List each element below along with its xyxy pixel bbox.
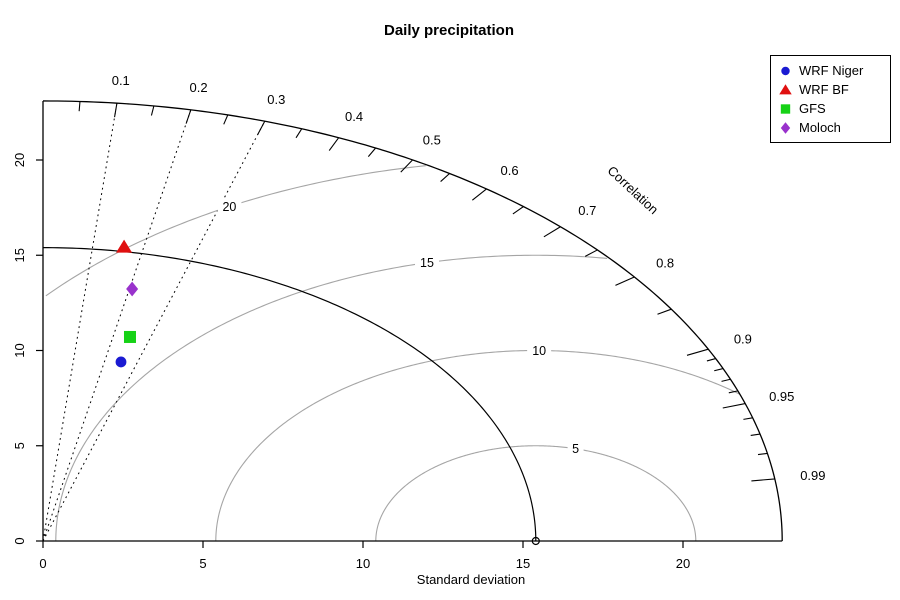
legend-marker-square-icon <box>778 101 793 116</box>
svg-text:5: 5 <box>12 442 27 449</box>
correlation-tick-labels: 0.1 0.2 0.3 0.4 0.5 0.6 0.7 0.8 0.9 0.95 0.99 <box>112 73 826 483</box>
y-axis: 0 5 10 15 20 <box>12 100 44 545</box>
legend: WRF Niger WRF BF GFS Moloch <box>770 55 891 143</box>
svg-text:5: 5 <box>572 442 579 456</box>
svg-text:20: 20 <box>222 200 236 214</box>
svg-text:0.4: 0.4 <box>345 109 363 124</box>
x-axis-title: Standard deviation <box>416 572 526 587</box>
svg-text:0: 0 <box>12 537 27 544</box>
svg-text:0.2: 0.2 <box>189 80 207 95</box>
data-point-moloch <box>126 281 139 297</box>
svg-text:0.95: 0.95 <box>769 389 794 404</box>
legend-item: WRF BF <box>775 80 886 99</box>
svg-text:0.5: 0.5 <box>423 133 441 148</box>
rms-arc-labels: 5 10 15 20 <box>217 198 584 457</box>
svg-text:10: 10 <box>532 344 546 358</box>
svg-text:15: 15 <box>420 256 434 270</box>
x-axis: 0 5 10 15 20 <box>39 540 783 571</box>
svg-text:0.9: 0.9 <box>734 332 752 347</box>
svg-text:10: 10 <box>356 556 370 571</box>
legend-item: Moloch <box>775 118 886 137</box>
legend-marker-circle-icon <box>778 63 793 78</box>
reference-arc <box>42 247 540 546</box>
legend-item-label: Moloch <box>799 120 841 135</box>
legend-item-label: WRF BF <box>799 82 849 97</box>
svg-text:15: 15 <box>516 556 530 571</box>
svg-text:0.7: 0.7 <box>578 203 596 218</box>
data-point-gfs <box>123 330 136 343</box>
svg-text:0.3: 0.3 <box>267 92 285 107</box>
svg-text:20: 20 <box>676 556 690 571</box>
data-point-wrf-niger <box>115 356 127 368</box>
legend-item-label: WRF Niger <box>799 63 864 78</box>
svg-text:0.6: 0.6 <box>501 163 519 178</box>
legend-marker-diamond-icon <box>778 120 793 135</box>
outer-arc <box>42 100 783 542</box>
legend-item: WRF Niger <box>775 61 886 80</box>
svg-text:5: 5 <box>199 556 206 571</box>
correlation-rays <box>42 103 266 542</box>
svg-text:0.8: 0.8 <box>656 256 674 271</box>
legend-marker-triangle-icon <box>778 82 793 97</box>
svg-text:0.99: 0.99 <box>800 468 825 483</box>
rms-arcs <box>45 165 741 542</box>
svg-text:20: 20 <box>12 153 27 167</box>
svg-text:10: 10 <box>12 343 27 357</box>
data-point-wrf-bf <box>116 239 133 253</box>
correlation-ticks <box>78 101 775 482</box>
data-points <box>115 239 139 368</box>
svg-text:15: 15 <box>12 248 27 262</box>
legend-item: GFS <box>775 99 886 118</box>
legend-item-label: GFS <box>799 101 826 116</box>
svg-text:0: 0 <box>39 556 46 571</box>
reference-point <box>531 536 540 546</box>
svg-text:0.1: 0.1 <box>112 73 130 88</box>
chart-title: Daily precipitation <box>383 22 515 39</box>
